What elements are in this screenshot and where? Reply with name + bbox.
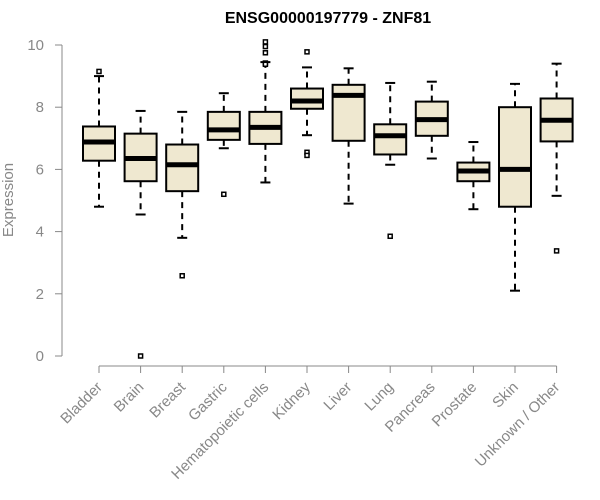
iqr-box (165, 143, 200, 193)
box-brain (123, 109, 158, 359)
box-hematopoietic-cells (248, 39, 283, 184)
y-tick-label: 6 (36, 161, 44, 178)
x-tick-label: Kidney (269, 378, 314, 423)
box-unknown-other (539, 62, 574, 254)
y-tick-label: 0 (36, 348, 44, 365)
outlier-point (262, 39, 269, 45)
box-pancreas (414, 80, 449, 160)
x-tick-label: Skin (489, 379, 522, 412)
outlier-point (553, 248, 560, 254)
box-skin (498, 82, 532, 292)
outlier-point (304, 152, 310, 159)
x-tick-label: Lung (361, 379, 397, 415)
chart-title: ENSG00000197779 - ZNF81 (225, 10, 431, 27)
box-kidney (290, 49, 324, 159)
box-lung (373, 81, 408, 240)
x-tick-label: Brain (111, 379, 148, 416)
outlier-point (262, 43, 269, 50)
outlier-point (262, 50, 269, 56)
y-axis: 0 2 4 6 8 10 (27, 37, 63, 365)
y-tick-label: 10 (27, 37, 44, 54)
iqr-box (498, 106, 532, 208)
y-axis-label: Expression (0, 163, 17, 237)
outlier-point (304, 49, 310, 55)
outlier-point (137, 353, 144, 359)
x-tick-label: Breast (146, 378, 189, 421)
outlier-point (221, 191, 227, 198)
iqr-box (206, 110, 241, 141)
x-tick-label: Prostate (429, 379, 481, 431)
iqr-box (373, 123, 408, 156)
box-liver (331, 67, 366, 205)
boxes-group (82, 39, 574, 359)
y-tick-label: 4 (36, 224, 44, 241)
x-tick-label: Bladder (57, 379, 106, 428)
box-prostate (456, 141, 491, 211)
outlier-point (262, 61, 269, 68)
y-tick-label: 2 (36, 286, 44, 303)
box-gastric (206, 92, 241, 198)
outlier-point (96, 68, 102, 75)
outlier-point (387, 233, 393, 240)
y-tick-label: 8 (36, 99, 44, 116)
box-breast (165, 110, 200, 279)
x-tick-label: Liver (320, 379, 355, 414)
box-bladder (82, 68, 116, 208)
outlier-point (179, 273, 185, 279)
